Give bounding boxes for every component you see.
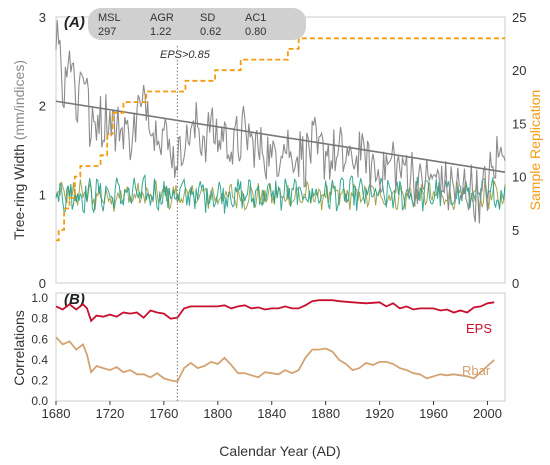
stats-table-box (88, 8, 306, 40)
y2-tick-label-5: 5 (512, 223, 519, 238)
b-y-tick-label-0.0: 0.0 (31, 394, 48, 408)
stats-header-msl: MSL (98, 12, 121, 24)
raw-width-line (55, 20, 506, 224)
stats-header-ac1: AC1 (245, 12, 266, 24)
rbar-series-label: Rbar (462, 363, 491, 378)
y-tick-label-1: 1 (39, 187, 46, 202)
x-tick-label-1880: 1880 (311, 406, 340, 421)
x-tick-label-1680: 1680 (42, 406, 71, 421)
stats-value-ac1: 0.80 (245, 26, 266, 38)
y2-tick-label-10: 10 (512, 170, 526, 185)
x-tick-label-1720: 1720 (95, 406, 124, 421)
eps-line (55, 299, 495, 323)
panel-b-plot-area (55, 299, 495, 383)
b-y-tick-label-1.0: 1.0 (31, 291, 48, 305)
y2-tick-label-20: 20 (512, 63, 526, 78)
x-tick-label-1960: 1960 (419, 406, 448, 421)
panel-a-frame (55, 16, 506, 284)
eps-threshold-annotation: EPS>0.85 (160, 49, 211, 61)
stats-value-agr: 1.22 (150, 26, 171, 38)
panel-a-y-ticks: 0 1 2 3 (39, 10, 46, 291)
y-tick-label-3: 3 (39, 10, 46, 25)
x-tick-label-1800: 1800 (203, 406, 232, 421)
stats-header-sd: SD (200, 12, 215, 24)
b-y-tick-label-0.8: 0.8 (31, 312, 48, 326)
rbar-line (55, 336, 495, 383)
panel-a-plot-area (55, 20, 506, 242)
panel-a-y2-ticks: 0 5 10 15 20 25 (512, 10, 526, 291)
x-tick-label-2000: 2000 (473, 406, 502, 421)
panel-a-y-axis-label-main: Tree-ring Width (11, 140, 27, 240)
sample-replication-line (56, 37, 505, 242)
panel-a-y-axis-label-unit: (mm/indices) (11, 60, 27, 140)
panel-a-y-axis-label: Tree-ring Width (mm/indices) (11, 60, 27, 240)
x-tick-label-1920: 1920 (365, 406, 394, 421)
x-axis-label: Calendar Year (AD) (219, 443, 340, 459)
x-tick-label-1840: 1840 (257, 406, 286, 421)
index-series-line-1 (55, 173, 506, 215)
y-tick-label-2: 2 (39, 99, 46, 114)
x-tick-label-1760: 1760 (149, 406, 178, 421)
panel-a-y2-axis-label: Sample Replication (527, 90, 543, 211)
b-y-tick-label-0.4: 0.4 (31, 353, 48, 367)
trend-line (55, 100, 506, 173)
stats-value-msl: 297 (98, 26, 116, 38)
y2-tick-label-0: 0 (512, 276, 519, 291)
eps-series-label: EPS (466, 321, 492, 336)
stats-header-agr: AGR (150, 12, 174, 24)
y2-tick-label-25: 25 (512, 10, 526, 25)
y2-tick-label-15: 15 (512, 116, 526, 131)
panel-a-label: (A) (64, 14, 85, 31)
y-tick-label-0: 0 (39, 276, 46, 291)
b-y-tick-label-0.2: 0.2 (31, 373, 48, 387)
b-y-tick-label-0.6: 0.6 (31, 332, 48, 346)
panel-b-y-axis-label: Correlations (11, 310, 27, 385)
panel-b-x-ticks: 1680 1720 1760 1800 1840 1880 1920 1960 2000 (42, 401, 502, 421)
panel-b-y-ticks: 0.0 0.2 0.4 0.6 0.8 1.0 (31, 291, 48, 408)
stats-table: MSL 297 AGR 1.22 SD 0.62 AC1 0.80 (98, 12, 266, 38)
panel-b-frame (55, 292, 506, 402)
stats-value-sd: 0.62 (200, 26, 221, 38)
